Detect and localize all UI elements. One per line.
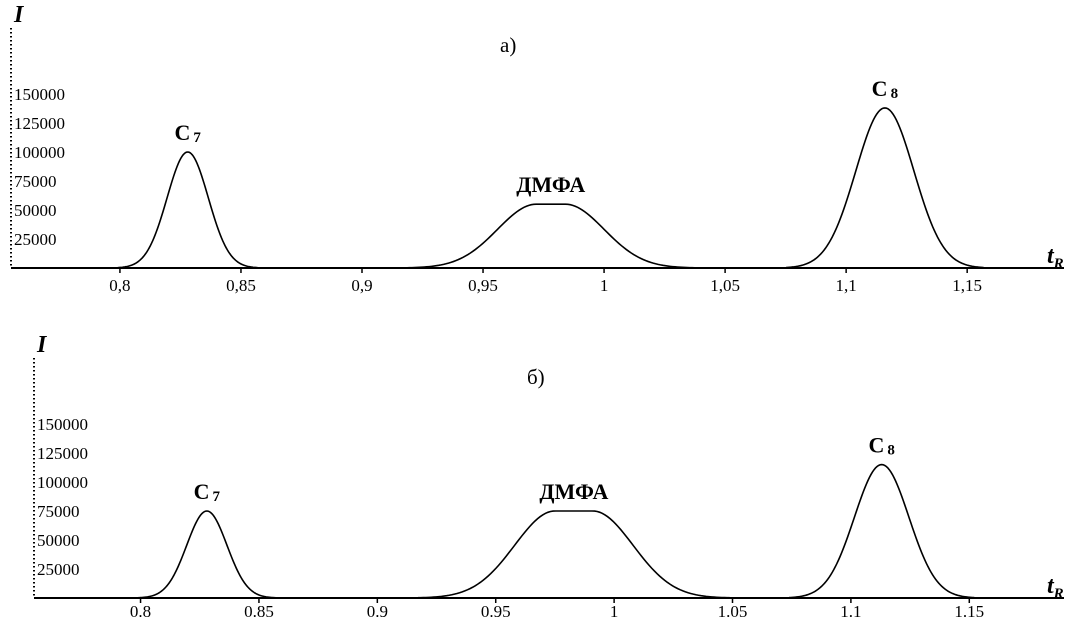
y-tick-label: 150000 [37, 415, 88, 434]
y-tick-label: 50000 [14, 201, 57, 220]
x-tick-label: 0.95 [481, 602, 511, 620]
peak-curve-3 [786, 107, 984, 269]
y-tick-label: 125000 [14, 114, 65, 133]
y-axis-title: I [36, 332, 48, 358]
y-tick-label: 100000 [14, 143, 65, 162]
y-tick-label: 50000 [37, 531, 80, 550]
peak-curve-2 [404, 203, 698, 269]
x-tick-label: 0,9 [351, 276, 372, 295]
x-axis-title: tR [1047, 573, 1064, 602]
x-tick-label: 1,05 [710, 276, 740, 295]
panel-label: а) [500, 33, 516, 57]
y-axis-title: I [13, 2, 25, 28]
x-tick-label: 0,85 [226, 276, 256, 295]
chart-panel-1: 0,8 0,85 0,9 0,95 1 1,05 1,1 1,15 25000 50000 7500… [10, 2, 1064, 295]
x-tick-label: 1 [610, 602, 619, 620]
x-tick-label: 0.9 [367, 602, 388, 620]
y-tick-label: 75000 [37, 502, 80, 521]
y-tick-label: 25000 [37, 560, 80, 579]
y-tick-label: 25000 [14, 230, 57, 249]
x-tick-label: 1.15 [954, 602, 984, 620]
y-tick-label: 100000 [37, 473, 88, 492]
peak-curve-3 [789, 463, 975, 599]
peak-curve-1 [117, 151, 258, 269]
chart-panel-2: 0.8 0.85 0.9 0.95 1 1.05 1.1 1.15 25000 50000 7500… [33, 332, 1064, 620]
x-tick-label: 1,1 [836, 276, 857, 295]
x-tick-label: 1.1 [840, 602, 861, 620]
x-tick-label: 1.05 [718, 602, 748, 620]
x-tick-label: 0,95 [468, 276, 498, 295]
x-tick-label: 1 [600, 276, 609, 295]
panel-label: б) [527, 365, 545, 389]
peak-curve-2 [418, 510, 730, 599]
x-tick-label: 0.8 [130, 602, 151, 620]
y-tick-label: 150000 [14, 85, 65, 104]
peak-label: ДМФА [516, 172, 585, 197]
y-tick-label: 125000 [37, 444, 88, 463]
x-tick-label: 1,15 [952, 276, 982, 295]
peak-curve-1 [138, 510, 276, 599]
x-tick-label: 0.85 [244, 602, 274, 620]
x-tick-label: 0,8 [109, 276, 130, 295]
x-axis-title: tR [1047, 243, 1064, 272]
y-tick-label: 75000 [14, 172, 57, 191]
peak-label: ДМФА [539, 479, 608, 504]
